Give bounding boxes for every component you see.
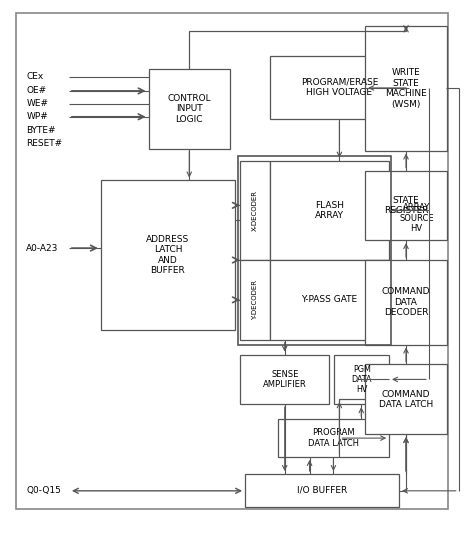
Text: ARRAY
SOURCE
HV: ARRAY SOURCE HV bbox=[399, 203, 434, 233]
Text: FLASH
ARRAY: FLASH ARRAY bbox=[315, 201, 344, 220]
Bar bbox=[270, 161, 389, 260]
Text: PROGRAM/ERASE
HIGH VOLTAGE: PROGRAM/ERASE HIGH VOLTAGE bbox=[301, 78, 378, 97]
Bar bbox=[365, 365, 447, 434]
Text: CEx: CEx bbox=[26, 73, 44, 82]
Bar bbox=[238, 155, 391, 344]
Text: RESET#: RESET# bbox=[26, 139, 63, 148]
Text: CONTROL
INPUT
LOGIC: CONTROL INPUT LOGIC bbox=[167, 94, 211, 124]
Bar bbox=[148, 69, 230, 148]
Text: ADDRESS
LATCH
AND
BUFFER: ADDRESS LATCH AND BUFFER bbox=[146, 235, 190, 275]
Text: OE#: OE# bbox=[26, 87, 46, 96]
Bar bbox=[240, 355, 329, 404]
Bar bbox=[240, 161, 270, 260]
Text: COMMAND
DATA
DECODER: COMMAND DATA DECODER bbox=[382, 287, 430, 317]
Text: Q0-Q15: Q0-Q15 bbox=[26, 486, 61, 496]
Text: X-DECODER: X-DECODER bbox=[252, 190, 258, 231]
Text: PROGRAM
DATA LATCH: PROGRAM DATA LATCH bbox=[308, 428, 359, 448]
Bar bbox=[245, 474, 399, 507]
Text: SENSE
AMPLIFIER: SENSE AMPLIFIER bbox=[263, 370, 307, 389]
Bar bbox=[270, 56, 409, 119]
Bar bbox=[101, 180, 235, 329]
Bar bbox=[240, 260, 270, 340]
Bar bbox=[270, 260, 389, 340]
Text: I/O BUFFER: I/O BUFFER bbox=[297, 486, 347, 495]
Bar bbox=[335, 355, 389, 404]
Bar bbox=[278, 419, 389, 457]
Bar bbox=[365, 170, 447, 240]
Text: Y-DECODER: Y-DECODER bbox=[252, 280, 258, 320]
Text: WP#: WP# bbox=[26, 112, 48, 121]
Text: PGM
DATA
HV: PGM DATA HV bbox=[352, 365, 372, 394]
Bar bbox=[365, 26, 447, 151]
Text: BYTE#: BYTE# bbox=[26, 126, 56, 135]
Text: A0-A23: A0-A23 bbox=[26, 244, 59, 253]
Text: WRITE
STATE
MACHINE
(WSM): WRITE STATE MACHINE (WSM) bbox=[385, 68, 427, 108]
Text: COMMAND
DATA LATCH: COMMAND DATA LATCH bbox=[379, 390, 433, 409]
Bar bbox=[365, 260, 447, 344]
Text: WE#: WE# bbox=[26, 99, 48, 108]
Text: Y-PASS GATE: Y-PASS GATE bbox=[301, 295, 357, 304]
Text: STATE
REGISTER: STATE REGISTER bbox=[384, 195, 428, 215]
